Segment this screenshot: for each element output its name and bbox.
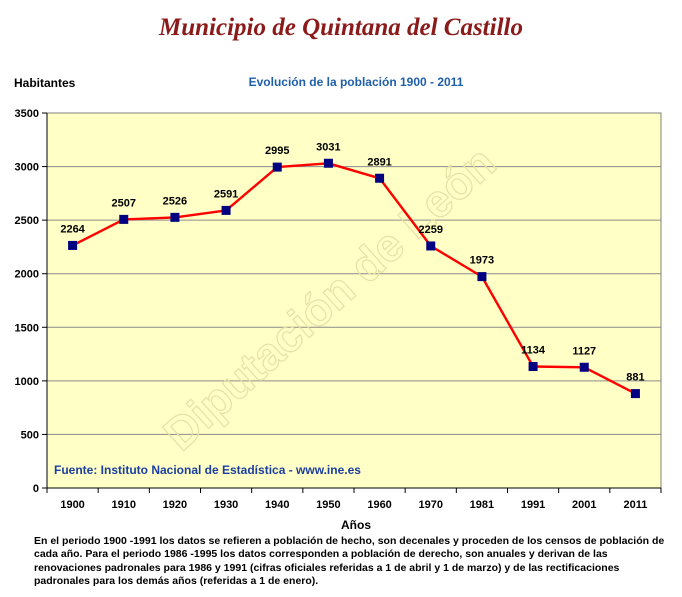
x-tick-label: 1920 <box>163 499 187 511</box>
chart-subtitle: Evolución de la población 1900 - 2011 <box>248 75 464 89</box>
y-tick-label: 3000 <box>15 162 39 174</box>
data-point <box>375 173 385 183</box>
y-tick-label: 1500 <box>15 322 39 334</box>
data-point <box>221 205 231 215</box>
data-point <box>68 240 78 250</box>
data-point <box>119 214 129 224</box>
data-label: 2259 <box>419 224 443 236</box>
source-note: Fuente: Instituto Nacional de Estadístic… <box>54 463 361 477</box>
data-label: 2507 <box>112 197 136 209</box>
data-point <box>170 212 180 222</box>
x-tick-label: 1910 <box>112 499 136 511</box>
data-label: 1134 <box>521 345 546 357</box>
footnote-text: En el periodo 1900 -1991 los datos se re… <box>34 535 665 588</box>
x-tick-label: 1900 <box>60 499 84 511</box>
x-axis-label: Años <box>341 518 371 532</box>
data-point <box>528 362 538 371</box>
page-title: Municipio de Quintana del Castillo <box>159 14 523 41</box>
x-tick-label: 1991 <box>521 499 545 511</box>
x-tick-label: 1970 <box>419 499 443 511</box>
x-tick-label: 1950 <box>316 499 340 511</box>
x-tick-label: 1940 <box>265 499 289 511</box>
data-label: 2264 <box>60 223 85 235</box>
data-label: 2526 <box>163 195 187 207</box>
data-point <box>272 162 282 172</box>
data-label: 2891 <box>367 156 391 168</box>
y-tick-label: 2000 <box>15 269 39 281</box>
x-tick-label: 1930 <box>214 499 238 511</box>
y-tick-label: 500 <box>21 429 39 441</box>
series-line <box>72 162 636 395</box>
data-point <box>426 241 436 251</box>
x-tick-label: 1981 <box>470 499 494 511</box>
data-label: 881 <box>626 372 644 384</box>
y-tick-label: 1000 <box>15 376 39 388</box>
data-point <box>630 389 640 399</box>
data-label: 3031 <box>316 141 340 153</box>
data-label: 1127 <box>572 345 596 357</box>
data-label: 2591 <box>214 188 238 200</box>
y-tick-label: 3500 <box>15 108 39 120</box>
x-tick-label: 2011 <box>623 499 647 511</box>
data-label: 1973 <box>470 255 494 267</box>
plot-area <box>46 112 662 489</box>
x-tick-label: 1960 <box>367 499 391 511</box>
y-axis-label: Habitantes <box>14 76 76 90</box>
data-label: 2995 <box>265 145 289 157</box>
data-point <box>579 362 589 372</box>
y-tick-label: 0 <box>33 483 39 495</box>
data-point <box>323 158 333 168</box>
y-tick-label: 2500 <box>15 215 39 227</box>
data-point <box>477 272 487 282</box>
x-tick-label: 2001 <box>572 499 596 511</box>
